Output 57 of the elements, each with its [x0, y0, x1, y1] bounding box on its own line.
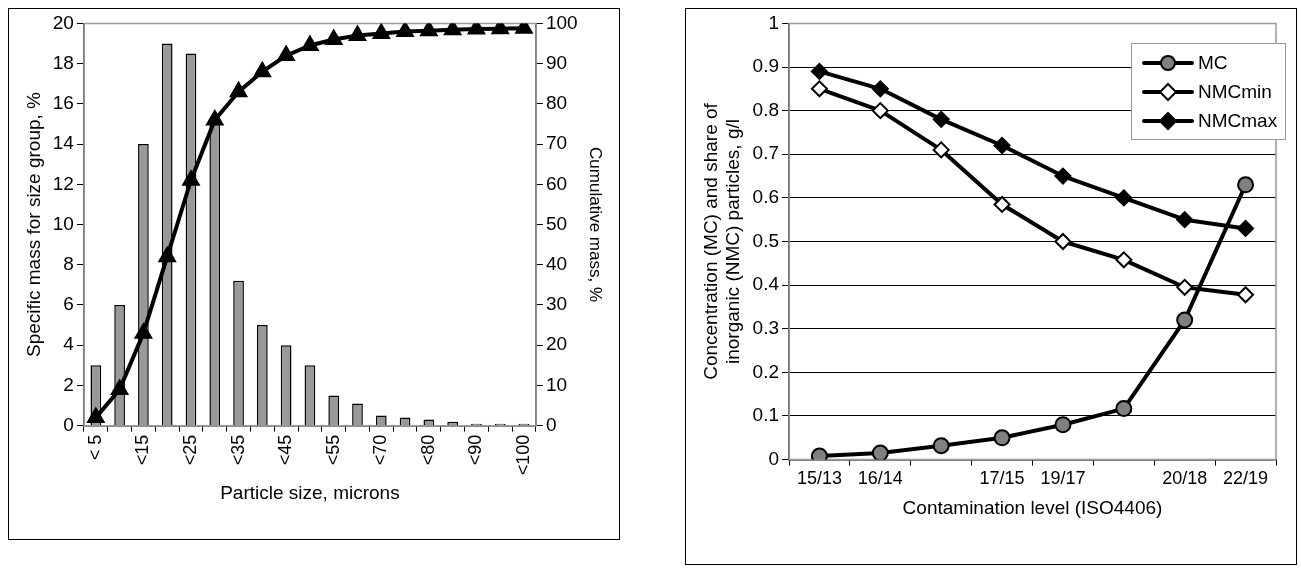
y-tick-label: 0.2 [752, 360, 780, 382]
y2-tick-label: 10 [545, 373, 568, 395]
y-axis-title: Concentration (MC) and share of inorganic (NMC) particles, g/l [699, 102, 744, 380]
y2-tick-label: 90 [545, 51, 568, 73]
y2-tick-label: 60 [545, 172, 568, 194]
x-tick-label: <25 [179, 434, 200, 466]
x-axis-title: Contamination level (ISO4406) [902, 496, 1163, 518]
y-tick-label: 0.1 [752, 404, 780, 426]
x-tick-label: <70 [370, 434, 391, 466]
y-tick-label: 10 [52, 212, 74, 234]
y-tick-label: 0 [63, 413, 74, 435]
y-tick-label: 16 [52, 92, 74, 114]
y-tick-label: 14 [52, 132, 75, 154]
x-tick-label: 22/19 [1223, 468, 1269, 489]
y-tick-label: 0 [768, 447, 780, 469]
y-tick-label: 8 [63, 252, 74, 274]
y2-axis-title: Cumulative mass, % [586, 147, 606, 302]
y-tick-label: 12 [52, 172, 74, 194]
y-tick-label: 0.3 [752, 316, 780, 338]
y-axis-title: Specific mass for size group, % [22, 91, 44, 358]
y-tick-label: 1 [768, 11, 780, 33]
legend-label: NMCmax [1198, 109, 1278, 132]
y-tick-label: 4 [63, 333, 75, 355]
y2-tick-label: 50 [545, 212, 568, 234]
x-tick-label: <55 [322, 434, 343, 466]
x-tick-label: 17/15 [979, 468, 1025, 489]
y2-tick-label: 70 [545, 132, 568, 154]
y2-tick-label: 80 [545, 92, 568, 114]
x-tick-label: 20/18 [1162, 468, 1208, 489]
y2-tick-label: 100 [545, 11, 578, 33]
y2-tick-label: 40 [545, 252, 568, 274]
x-tick-label: <15 [132, 434, 153, 466]
y-tick-label: 2 [63, 373, 74, 395]
x-tick-label: 16/14 [857, 468, 903, 489]
legend-label: NMCmin [1198, 80, 1272, 103]
legend-label: MC [1198, 51, 1228, 74]
y-tick-label: 0.9 [752, 55, 780, 77]
x-tick-label: < 5 [84, 434, 105, 461]
y2-tick-label: 30 [545, 293, 568, 315]
x-tick-label: <90 [465, 434, 486, 466]
y2-tick-label: 0 [545, 413, 557, 435]
y-tick-label: 0.4 [752, 273, 780, 295]
x-tick-label: <80 [417, 434, 438, 466]
y-tick-label: 6 [63, 293, 74, 315]
y-tick-label: 0.5 [752, 229, 780, 251]
y2-tick-label: 20 [545, 333, 568, 355]
x-tick-label: <35 [227, 434, 248, 466]
y-tick-label: 18 [52, 51, 74, 73]
x-axis-title: Particle size, microns [220, 481, 400, 503]
y-tick-label: 20 [52, 11, 74, 33]
x-tick-label: 19/17 [1040, 468, 1086, 489]
x-tick-label: <45 [275, 434, 296, 466]
x-tick-label: 15/13 [796, 468, 842, 489]
y-tick-label: 0.7 [752, 142, 780, 164]
y-tick-label: 0.6 [752, 186, 780, 208]
y-tick-label: 0.8 [752, 98, 780, 120]
x-tick-label: <100 [512, 434, 533, 476]
